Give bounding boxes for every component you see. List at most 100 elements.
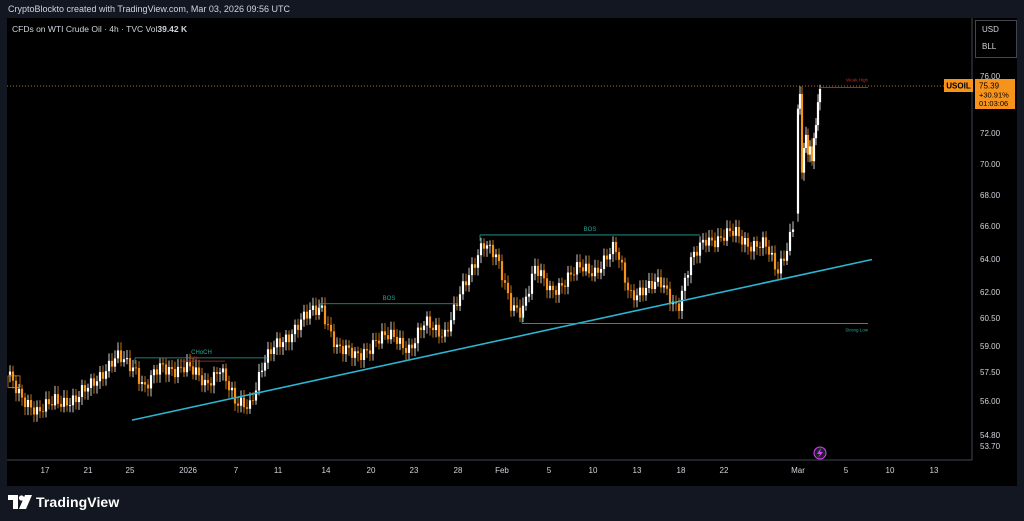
candle-body: [536, 265, 540, 277]
candle-body: [608, 254, 612, 260]
candle-body: [659, 277, 663, 288]
candle-body: [476, 255, 480, 268]
candle-body: [119, 350, 123, 363]
candle-body: [808, 146, 812, 155]
candle-body: [473, 264, 477, 268]
candle-body: [641, 287, 645, 296]
candle-body: [539, 270, 543, 277]
candle-body: [452, 304, 456, 321]
candle-body: [314, 305, 318, 315]
candle-body: [188, 362, 192, 367]
candle-body: [200, 375, 204, 386]
candle-body: [176, 366, 180, 378]
candle-body: [134, 367, 138, 369]
currency-unit-selector[interactable]: USD BLL: [975, 20, 1017, 58]
candle-body: [125, 358, 129, 360]
candle-body: [128, 358, 132, 372]
candle-body: [482, 243, 486, 249]
candle-body: [704, 239, 708, 246]
candle-body: [290, 334, 294, 343]
x-tick-label: 5: [844, 466, 849, 475]
candle-body: [626, 282, 630, 291]
x-tick-label: Mar: [791, 466, 805, 475]
candle-body: [266, 349, 270, 363]
candle-body: [662, 285, 666, 288]
candle-body: [455, 304, 459, 306]
candle-body: [560, 283, 564, 286]
candle-body: [50, 404, 54, 406]
candle-body: [287, 334, 291, 343]
candle-body: [692, 251, 696, 258]
candle-body: [167, 367, 171, 375]
candle-body: [197, 367, 201, 376]
y-tick-label: 66.00: [980, 222, 1001, 231]
candle-body: [92, 378, 96, 386]
candle-body: [404, 348, 408, 353]
currency-label[interactable]: USD: [982, 25, 999, 34]
candle-body: [89, 378, 93, 388]
candle-body: [806, 134, 810, 155]
candle-body: [584, 263, 588, 272]
y-tick-label: 72.00: [980, 129, 1001, 138]
candle-body: [488, 244, 492, 246]
candle-body: [293, 324, 297, 335]
attribution-text: CryptoBlockto created with TradingView.c…: [8, 4, 290, 14]
x-tick-label: 13: [930, 466, 939, 475]
candle-body: [377, 340, 381, 344]
candle-body: [278, 338, 282, 347]
candle-body: [464, 281, 468, 286]
candle-body: [281, 342, 285, 347]
candle-body: [572, 274, 576, 276]
candle-body: [707, 237, 711, 246]
candle-body: [719, 236, 723, 238]
candle-body: [530, 273, 534, 294]
unit-label[interactable]: BLL: [982, 42, 997, 51]
candle-body: [749, 246, 753, 252]
candle-body: [8, 371, 12, 375]
x-tick-label: 28: [454, 466, 463, 475]
candle-body: [434, 324, 438, 331]
tradingview-logo-text: TradingView: [36, 494, 120, 510]
x-tick-label: 13: [633, 466, 642, 475]
chart-legend: CFDs on WTI Crude Oil · 4h · TVC Vol39.4…: [12, 24, 187, 34]
candle-body: [44, 399, 48, 412]
choch-label: CHoCH: [191, 350, 212, 356]
candle-body: [275, 338, 279, 348]
candle-body: [485, 245, 489, 249]
candle-body: [590, 273, 594, 277]
tradingview-logo-icon: [8, 495, 32, 509]
candle-body: [371, 340, 375, 354]
candle-body: [215, 372, 219, 374]
x-tick-label: 14: [322, 466, 331, 475]
candle-body: [764, 237, 768, 247]
candle-body: [56, 394, 60, 404]
candle-body: [71, 395, 75, 406]
candle-body: [425, 316, 429, 326]
candle-body: [518, 307, 522, 318]
candle-body: [802, 148, 806, 173]
candle-body: [140, 382, 144, 384]
candle-body: [158, 363, 162, 375]
candle-body: [65, 397, 69, 406]
symbol-line: CFDs on WTI Crude Oil · 4h · TVC: [12, 24, 144, 34]
candle-body: [122, 359, 126, 363]
volume-label: Vol: [145, 24, 158, 34]
candle-body: [239, 397, 243, 406]
candle-body: [179, 366, 183, 368]
candle-body: [770, 252, 774, 255]
chart-pane[interactable]: [7, 18, 1017, 486]
candle-body: [260, 370, 264, 373]
candle-body: [302, 311, 306, 320]
candle-body: [551, 285, 555, 291]
candle-body: [785, 250, 789, 261]
volume-value: 39.42 K: [157, 24, 188, 34]
candle-body: [23, 397, 27, 408]
candle-body: [521, 305, 525, 318]
candle-body: [113, 358, 117, 367]
candle-body: [581, 267, 585, 272]
candle-body: [20, 388, 24, 398]
candle-body: [503, 280, 507, 283]
candle-body: [617, 252, 621, 260]
weak-high-label: Weak High: [846, 77, 868, 82]
